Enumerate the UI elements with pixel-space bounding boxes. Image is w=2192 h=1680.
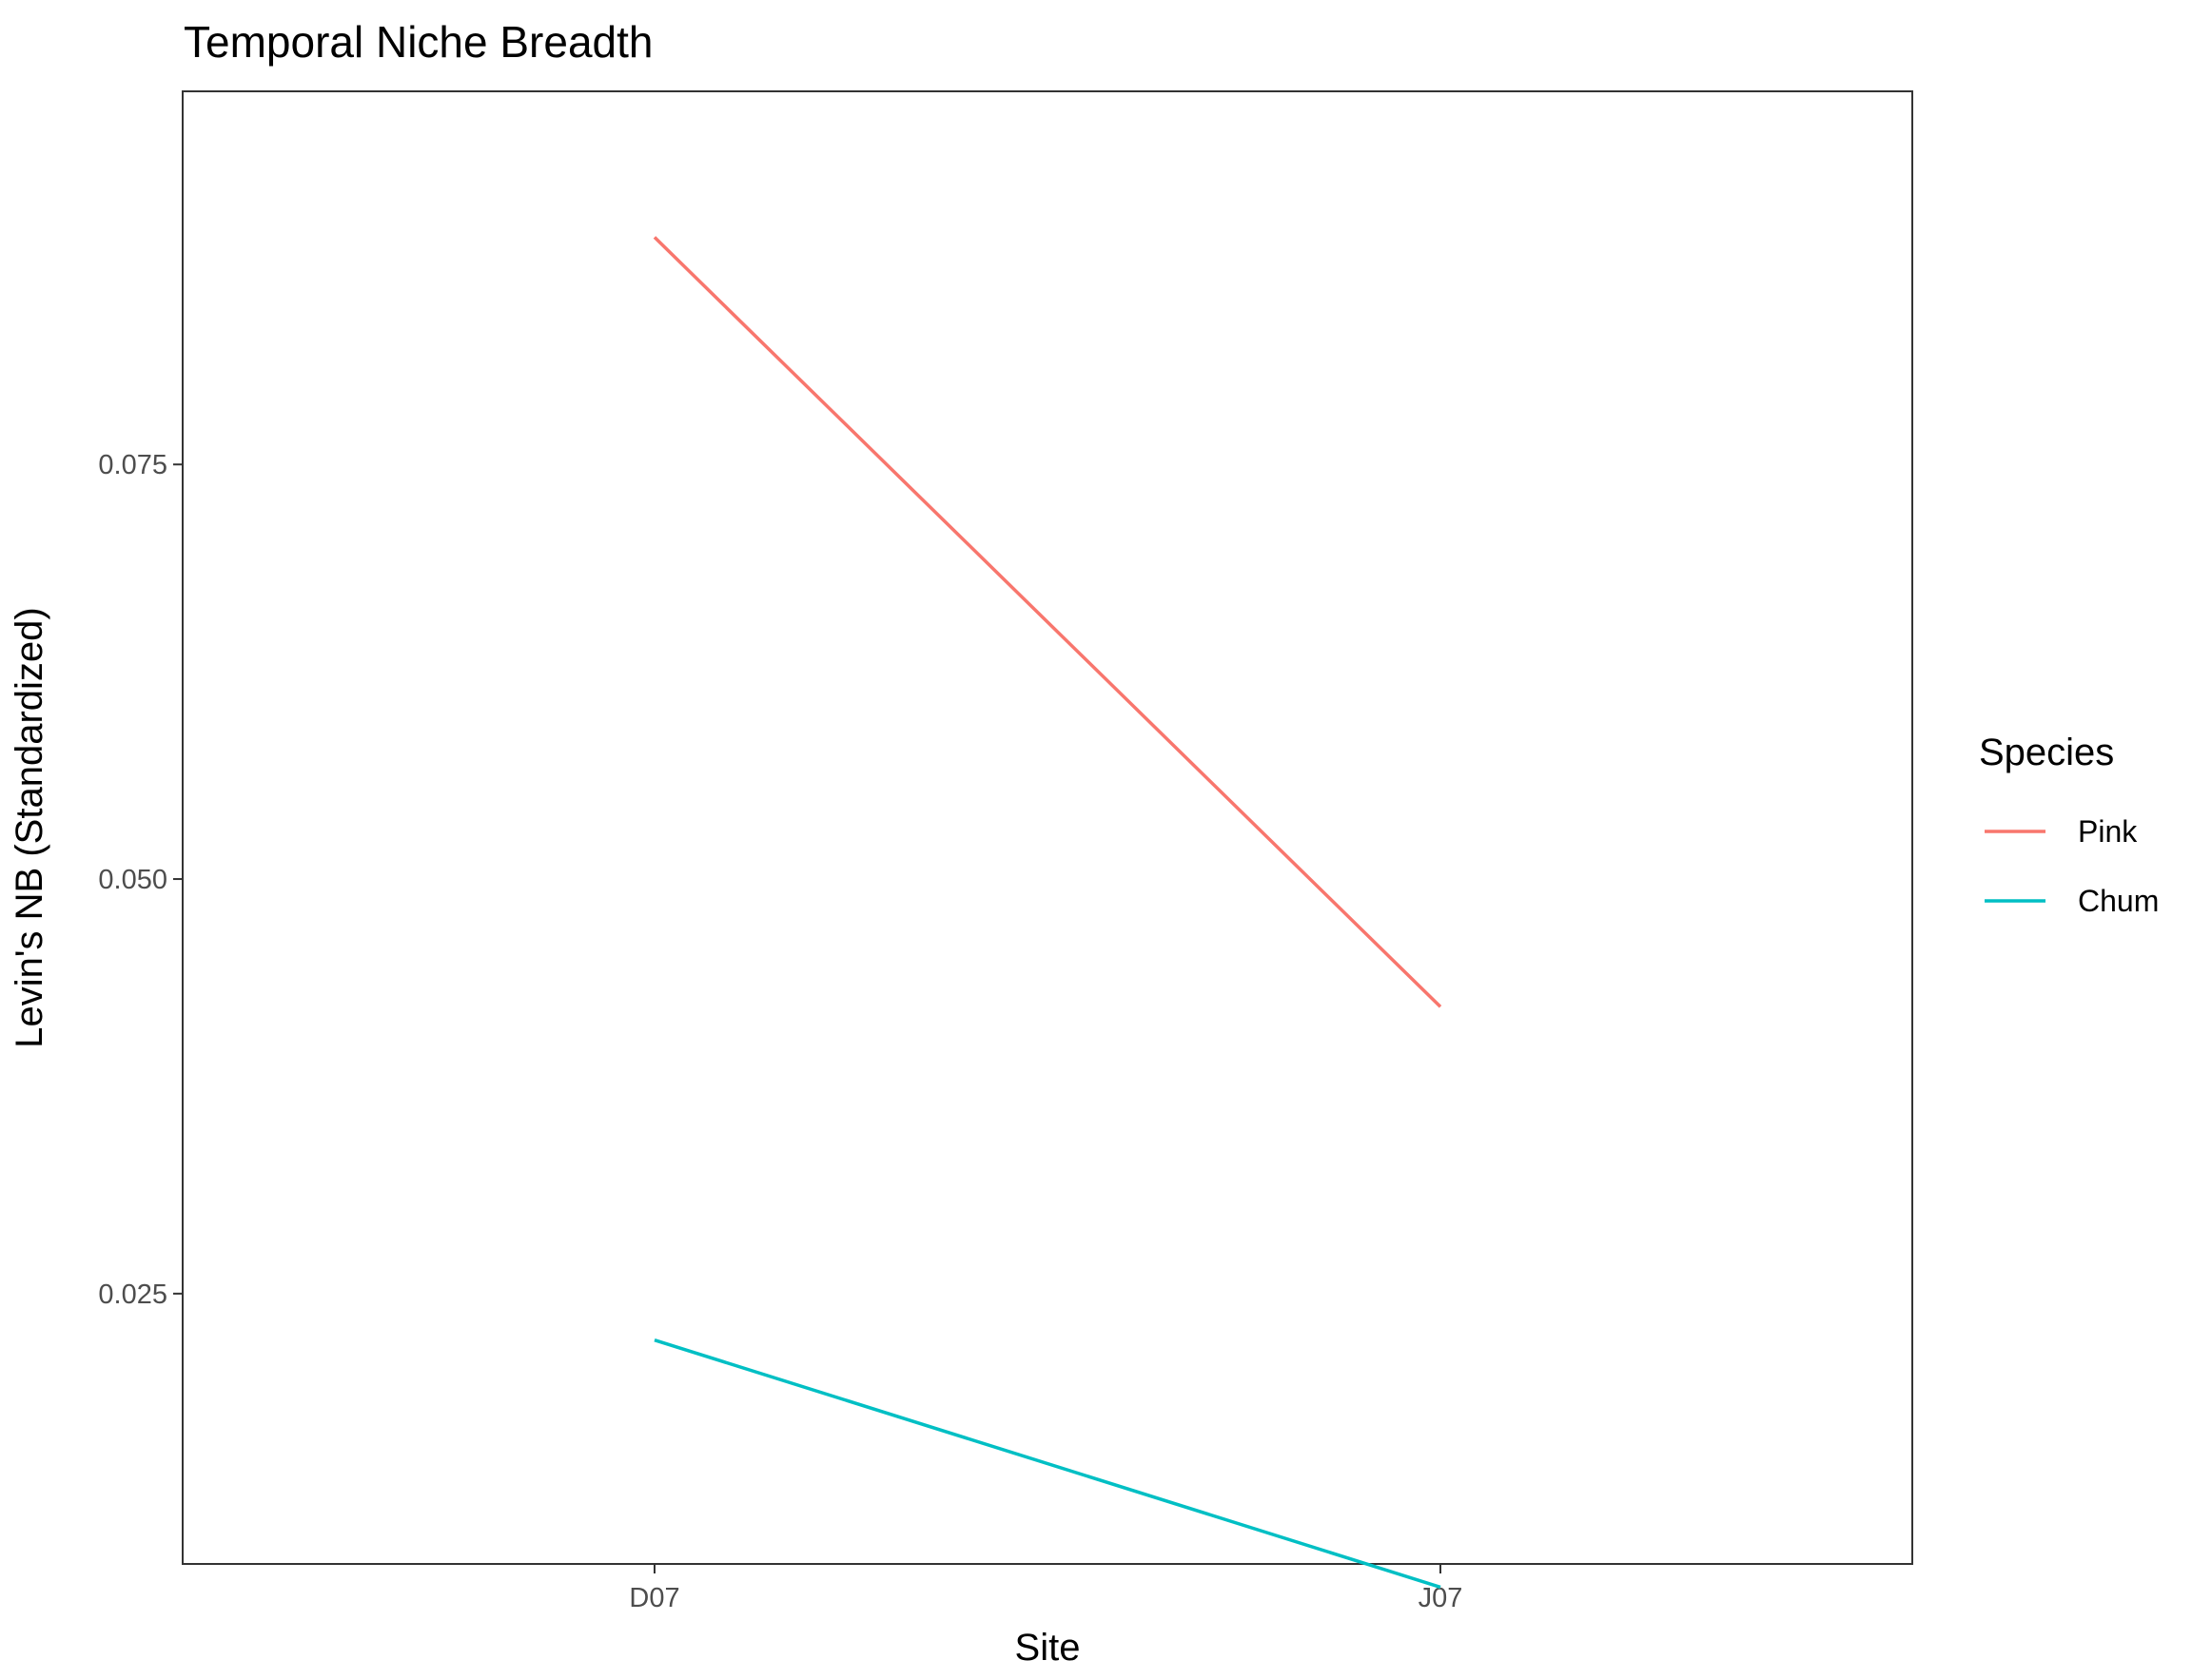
y-tick-label: 0.025 bbox=[98, 1280, 167, 1310]
y-axis: 0.025 0.050 0.075 bbox=[98, 450, 183, 1310]
legend: Species Pink Chum bbox=[1979, 732, 2159, 918]
plot-panel bbox=[182, 90, 1913, 1565]
y-tick-label: 0.075 bbox=[98, 450, 167, 480]
y-axis-title: Levin's NB (Standardized) bbox=[9, 607, 50, 1047]
x-tick-label: D07 bbox=[629, 1583, 679, 1613]
series-line-chum bbox=[654, 1338, 1441, 1590]
legend-title: Species bbox=[1979, 732, 2114, 773]
x-tick-label: J07 bbox=[1419, 1583, 1463, 1613]
legend-label-chum: Chum bbox=[2078, 884, 2159, 918]
series-lines bbox=[653, 236, 1442, 1590]
y-tick-label: 0.050 bbox=[98, 865, 167, 895]
x-axis: D07 J07 bbox=[629, 1564, 1462, 1613]
series-line-pink bbox=[653, 236, 1442, 1008]
legend-label-pink: Pink bbox=[2078, 814, 2138, 849]
x-axis-title: Site bbox=[1015, 1627, 1081, 1669]
chart-title: Temporal Niche Breadth bbox=[184, 17, 653, 67]
